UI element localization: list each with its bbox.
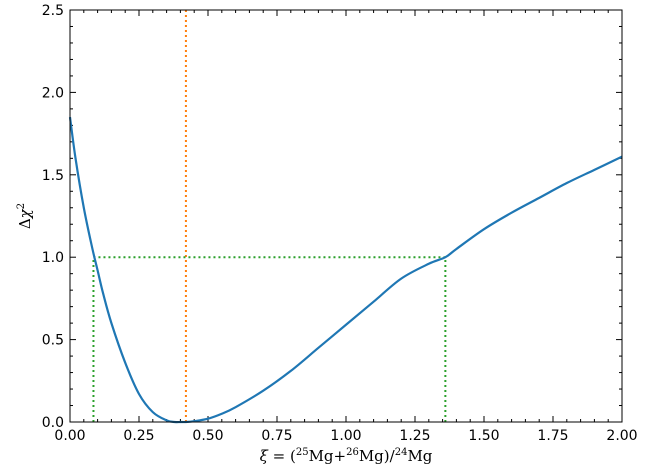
y-tick-label: 0.5 — [42, 333, 64, 349]
x-tick-label: 2.00 — [606, 428, 637, 444]
x-tick-label: 1.00 — [330, 428, 361, 444]
x-label-iso24: 24 — [395, 447, 408, 458]
ticks-layer — [69, 9, 623, 423]
y-tick-label: 2.5 — [42, 3, 64, 19]
x-label-symbol: ξ — [260, 447, 269, 465]
plot-frame — [69, 9, 623, 423]
series-layer — [68, 116, 623, 424]
x-label-mg3: Mg — [407, 447, 432, 465]
y-axis-label: Δχ2 — [16, 203, 34, 229]
x-label-equals: = ( — [268, 447, 296, 465]
x-label-iso25: 25 — [296, 447, 309, 458]
y-tick-label: 1.5 — [42, 168, 64, 184]
y-label-delta: Δ — [16, 218, 34, 229]
x-tick-label: 0.50 — [192, 428, 223, 444]
x-label-mg2: Mg)/ — [359, 447, 396, 465]
y-label-power: 2 — [16, 203, 27, 209]
x-tick-label: 0.00 — [54, 428, 85, 444]
x-tick-label: 1.50 — [468, 428, 499, 444]
y-tick-label: 2.0 — [42, 85, 64, 101]
y-tick-label: 1.0 — [42, 250, 64, 266]
x-tick-labels: 0.00 0.25 0.50 0.75 1.00 1.25 1.50 1.75 2.00 — [54, 428, 637, 444]
x-label-mg1: Mg+ — [309, 447, 347, 465]
y-tick-labels: 0.0 0.5 1.0 1.5 2.0 2.5 — [42, 3, 64, 431]
y-label-chi: χ — [16, 208, 34, 219]
x-tick-label: 0.25 — [123, 428, 154, 444]
reference-lines — [92, 10, 447, 422]
y-tick-label: 0.0 — [42, 415, 64, 431]
x-label-iso26: 26 — [346, 447, 359, 458]
x-tick-label: 0.75 — [261, 428, 292, 444]
series-line-0 — [68, 116, 623, 424]
x-axis-label: ξ = (25Mg+26Mg)/24Mg — [260, 447, 433, 465]
x-tick-label: 1.25 — [399, 428, 430, 444]
x-tick-label: 1.75 — [537, 428, 568, 444]
